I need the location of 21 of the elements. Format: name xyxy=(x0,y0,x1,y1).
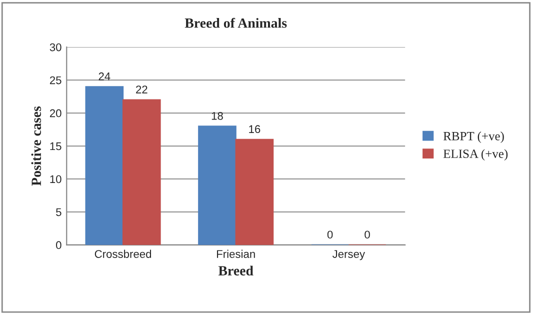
y-tick-label: 30 xyxy=(50,43,62,52)
x-tick-label: Jersey xyxy=(332,250,366,260)
x-tick-label: Crossbreed xyxy=(94,250,152,258)
y-tick-label: 15 xyxy=(50,142,62,150)
data-label: 18 xyxy=(212,112,223,120)
data-label: 22 xyxy=(136,86,148,94)
x-tick-label: Friesian xyxy=(217,250,255,258)
legend-label: RBPT (+ve) xyxy=(443,132,504,143)
y-tick-label: 10 xyxy=(50,175,62,184)
data-label: 0 xyxy=(327,230,333,239)
x-axis-title: Breed xyxy=(218,266,254,276)
y-tick-label: 20 xyxy=(50,109,62,118)
chart-title: Breed of Animals xyxy=(184,18,287,28)
data-label: 24 xyxy=(98,72,110,80)
data-label: 16 xyxy=(249,125,260,134)
data-label: 0 xyxy=(364,230,370,239)
legend-label: ELISA (+ve) xyxy=(443,149,508,161)
y-tick-label: 5 xyxy=(56,208,62,216)
y-axis-title: Positive cases xyxy=(31,106,42,186)
y-tick-label: 25 xyxy=(50,76,62,84)
y-tick-label: 0 xyxy=(56,241,62,250)
